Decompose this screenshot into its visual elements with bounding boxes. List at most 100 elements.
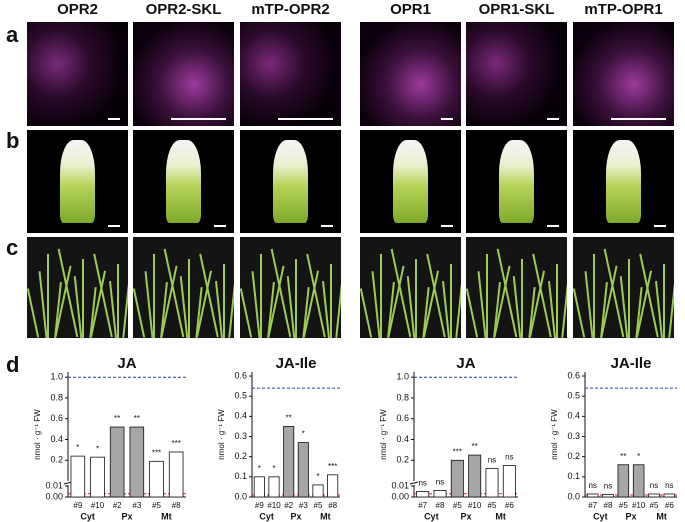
bar [297,442,309,498]
bar [586,493,599,498]
x-tick-label: #8 [604,501,613,510]
x-tick-label: #5 [488,501,497,510]
y-tick-label: 0.01 [45,480,63,490]
x-tick-label: #7 [418,501,427,510]
significance-label: ns [436,478,444,487]
group-label: Px [121,511,132,521]
image-panel [133,130,234,233]
stem [628,259,630,338]
chart: JA nmol · g⁻¹ FW 0.000.01 0.2 0.4 0.6 0.8 1.0 * #… [33,355,186,521]
significance-label: *** [171,439,180,448]
significance-label: ns [650,481,658,490]
y-tick-label: 0.0 [567,491,580,501]
y-tick-label: 0.4 [567,411,580,421]
bar [129,426,145,498]
scale-bar [171,118,226,120]
stem [561,247,567,338]
y-tick-label: 0.6 [396,413,409,423]
y-tick-label: 0.8 [50,392,63,402]
bar [149,460,164,498]
bar [70,455,86,498]
y-tick-label: 0.4 [50,434,63,444]
image-panel [573,237,674,338]
bar [648,493,660,498]
significance-label: * [96,444,99,453]
bar [663,493,676,498]
stem [335,247,341,338]
x-tick-label: #2 [284,501,293,510]
stem [27,288,40,338]
row-label: b [6,128,20,153]
y-axis-label: nmol · g⁻¹ FW [33,409,42,460]
x-tick-label: #8 [328,501,337,510]
scale-bar [321,225,333,227]
significance-label: * [258,464,261,473]
column-header: mTP-OPR2 [251,1,330,18]
chart-title: JA-Ile [611,355,652,372]
stem [450,264,452,338]
bar [327,474,339,498]
flower [273,140,308,223]
stem [188,259,190,338]
group-label: Cyt [424,511,439,521]
y-tick-label: 0.6 [50,413,63,423]
axis-break-mark [409,481,419,485]
image-panel [133,237,234,338]
image-panel [360,237,461,338]
y-tick-label: 1.0 [50,372,63,382]
x-tick-label: #2 [113,501,122,510]
y-tick-label: 0.3 [234,431,247,441]
significance-label: ns [665,481,673,490]
image-panel [466,22,567,126]
significance-label: ns [418,479,426,488]
image-panel [240,22,341,126]
stem [260,254,262,338]
group-label: Cyt [80,511,95,521]
significance-label: ** [114,414,120,423]
bar [283,426,295,498]
bar [312,484,324,498]
x-tick-label: #10 [267,501,281,510]
row-label: d [6,352,20,377]
group-label: Cyt [593,511,608,521]
x-tick-label: #8 [172,501,181,510]
x-tick-label: #10 [468,501,482,510]
image-panel [27,22,128,126]
y-tick-label: 0.2 [396,455,409,465]
y-tick-label: 0.4 [234,411,247,421]
y-tick-label: 0.5 [234,391,247,401]
significance-label: ns [604,482,612,491]
y-tick-label: 0.2 [50,455,63,465]
y-axis-label: nmol · g⁻¹ FW [217,409,226,460]
stem [486,254,488,338]
x-tick-label: #5 [650,501,659,510]
scale-bar [654,225,666,227]
image-panel [466,130,567,233]
stem [153,254,155,338]
y-tick-label: 1.0 [396,372,409,382]
image-panel [240,130,341,233]
stem [295,259,297,338]
flower [166,140,201,223]
x-tick-label: #5 [152,501,161,510]
image-panel [466,237,567,338]
significance-label: ns [488,456,496,465]
bar [602,494,614,498]
y-tick-label: 0.01 [391,480,409,490]
chart: JA-Ile nmol · g⁻¹ FW 0.0 0.1 0.2 0.3 0.4 0.5 0.6… [550,355,677,521]
image-panel [240,237,341,338]
column-header: OPR2 [57,1,98,18]
x-tick-label: #5 [453,501,462,510]
y-tick-label: 0.8 [396,392,409,402]
stem [122,247,128,338]
group-label: Mt [495,511,506,521]
significance-label: ** [620,452,626,461]
bar [168,451,184,498]
y-tick-label: 0.3 [567,431,580,441]
significance-label: * [76,443,79,452]
stem [240,288,253,338]
column-header: mTP-OPR1 [584,1,663,18]
stem [663,264,665,338]
chart-title: JA-Ile [276,355,317,372]
